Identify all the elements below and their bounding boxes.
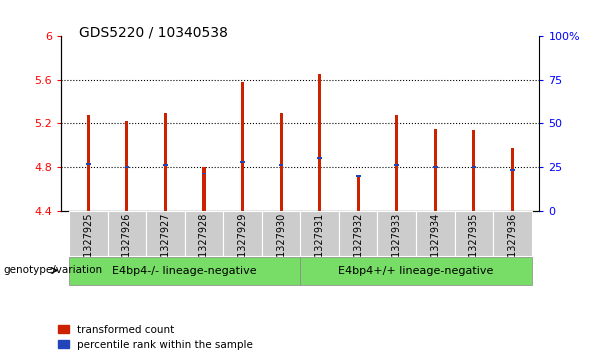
Bar	[471, 166, 476, 168]
Text: GSM1327926: GSM1327926	[122, 213, 132, 278]
FancyBboxPatch shape	[69, 211, 107, 256]
FancyBboxPatch shape	[300, 257, 531, 285]
Text: GDS5220 / 10340538: GDS5220 / 10340538	[79, 25, 227, 40]
Bar	[434, 129, 437, 211]
Bar	[163, 164, 168, 166]
Bar	[318, 74, 321, 211]
Text: GSM1327933: GSM1327933	[392, 213, 402, 278]
FancyBboxPatch shape	[69, 257, 300, 285]
Legend: transformed count, percentile rank within the sample: transformed count, percentile rank withi…	[54, 321, 257, 354]
FancyBboxPatch shape	[455, 211, 493, 256]
Bar	[240, 160, 245, 163]
Text: GSM1327928: GSM1327928	[199, 213, 209, 278]
Bar	[511, 148, 514, 211]
Bar	[279, 164, 283, 166]
FancyBboxPatch shape	[223, 211, 262, 256]
Bar	[280, 113, 283, 211]
Bar	[124, 166, 129, 168]
Bar	[87, 115, 90, 211]
Bar	[356, 175, 360, 177]
Text: E4bp4-/- lineage-negative: E4bp4-/- lineage-negative	[112, 266, 257, 276]
Text: GSM1327927: GSM1327927	[161, 213, 170, 278]
Bar	[395, 115, 398, 211]
FancyBboxPatch shape	[107, 211, 146, 256]
FancyBboxPatch shape	[493, 211, 531, 256]
Text: genotype/variation: genotype/variation	[3, 265, 102, 276]
FancyBboxPatch shape	[300, 211, 339, 256]
Bar	[510, 169, 515, 171]
Text: E4bp4+/+ lineage-negative: E4bp4+/+ lineage-negative	[338, 266, 493, 276]
FancyBboxPatch shape	[339, 211, 378, 256]
Bar	[164, 113, 167, 211]
Text: GSM1327932: GSM1327932	[353, 213, 364, 278]
Text: GSM1327936: GSM1327936	[508, 213, 517, 278]
Bar	[473, 130, 476, 211]
Text: GSM1327925: GSM1327925	[83, 213, 93, 278]
Bar	[394, 164, 399, 166]
FancyBboxPatch shape	[146, 211, 185, 256]
Bar	[357, 175, 360, 211]
Bar	[318, 157, 322, 159]
FancyBboxPatch shape	[378, 211, 416, 256]
Text: GSM1327931: GSM1327931	[314, 213, 325, 278]
Bar	[202, 172, 207, 175]
Text: GSM1327934: GSM1327934	[430, 213, 440, 278]
FancyBboxPatch shape	[185, 211, 223, 256]
FancyBboxPatch shape	[262, 211, 300, 256]
Bar	[241, 82, 244, 211]
Bar	[433, 166, 438, 168]
FancyBboxPatch shape	[416, 211, 455, 256]
Bar	[86, 163, 91, 165]
Bar	[125, 121, 128, 211]
Text: GSM1327929: GSM1327929	[237, 213, 248, 278]
Text: GSM1327935: GSM1327935	[469, 213, 479, 278]
Text: GSM1327930: GSM1327930	[276, 213, 286, 278]
Bar	[202, 167, 205, 211]
